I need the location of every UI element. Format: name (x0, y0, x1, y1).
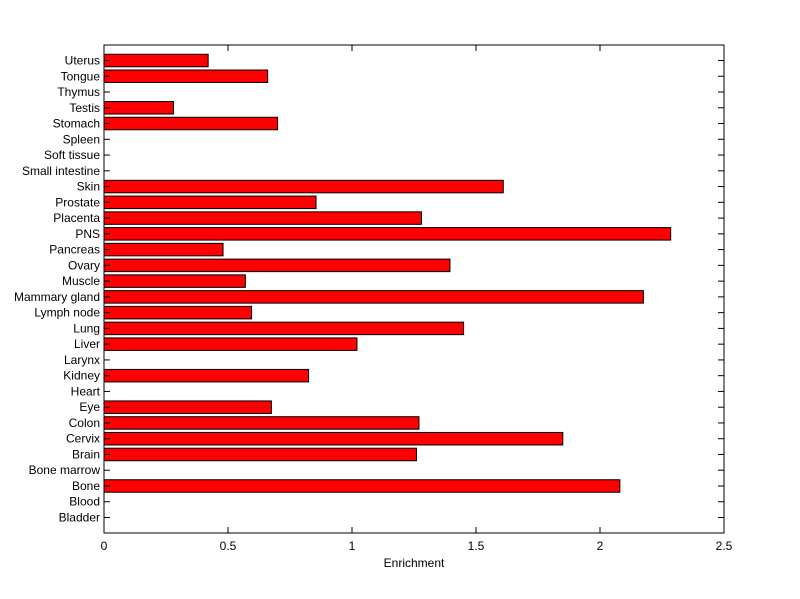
bar-pancreas (103, 242, 224, 257)
y-tick-label: Pancreas (49, 243, 100, 257)
bar-placenta (103, 211, 422, 225)
bar-bone (103, 479, 621, 493)
x-tick-label: 2.5 (716, 539, 733, 553)
bar-ovary (103, 258, 451, 273)
y-tick-label: Prostate (55, 195, 100, 209)
y-tick-label: Muscle (62, 274, 100, 288)
y-tick-label: Small intestine (22, 164, 100, 178)
y-tick-label: Tongue (61, 69, 101, 83)
y-tick-label: Cervix (66, 432, 100, 446)
bar-lymph-node (103, 305, 253, 320)
bar-testis (103, 101, 174, 115)
bar-muscle (103, 274, 246, 288)
y-tick-label: Ovary (68, 258, 100, 272)
y-tick-label: Mammary gland (14, 290, 100, 304)
x-axis-title: Enrichment (384, 556, 445, 570)
x-tick-label: 0.5 (220, 539, 237, 553)
bar-stomach (103, 116, 279, 131)
y-tick-label: Blood (69, 495, 100, 509)
y-tick-label: Testis (69, 101, 100, 115)
bar-cervix (103, 431, 564, 446)
y-tick-label: Brain (72, 447, 100, 461)
bar-prostate (103, 195, 317, 210)
y-tick-label: Liver (74, 337, 100, 351)
x-tick-label: 1.5 (468, 539, 485, 553)
y-tick-label: Placenta (53, 211, 100, 225)
y-tick-label: Bone marrow (29, 463, 101, 477)
y-tick-label: Bone (72, 479, 100, 493)
y-tick-label: Bladder (59, 511, 100, 525)
y-tick-label: Colon (69, 416, 100, 430)
y-tick-label: Skin (77, 180, 100, 194)
y-tick-label: Spleen (63, 132, 100, 146)
y-tick-label: Kidney (63, 369, 100, 383)
bar-eye (103, 400, 272, 414)
y-tick-label: Lymph node (34, 306, 100, 320)
y-tick-label: Stomach (53, 117, 100, 131)
y-tick-label: Thymus (57, 85, 100, 99)
bar-brain (103, 447, 417, 462)
bar-mammary-gland (103, 290, 644, 304)
bar-colon (103, 416, 420, 430)
plot-frame (103, 44, 725, 534)
x-tick-label: 1 (349, 539, 356, 553)
y-tick-label: Larynx (64, 353, 100, 367)
bar-tongue (103, 69, 269, 84)
bar-skin (103, 179, 504, 194)
bar-lung (103, 321, 465, 336)
bar-kidney (103, 368, 310, 383)
y-tick-label: Lung (73, 321, 100, 335)
y-tick-label: Soft tissue (44, 148, 100, 162)
y-tick-label: PNS (75, 227, 100, 241)
bar-liver (103, 337, 358, 351)
x-tick-label: 0 (101, 539, 108, 553)
y-tick-label: Eye (79, 400, 100, 414)
x-tick-label: 2 (597, 539, 604, 553)
bar-uterus (103, 53, 209, 68)
y-tick-label: Heart (71, 384, 101, 398)
y-tick-label: Uterus (65, 54, 100, 68)
bar-pns (103, 227, 672, 241)
